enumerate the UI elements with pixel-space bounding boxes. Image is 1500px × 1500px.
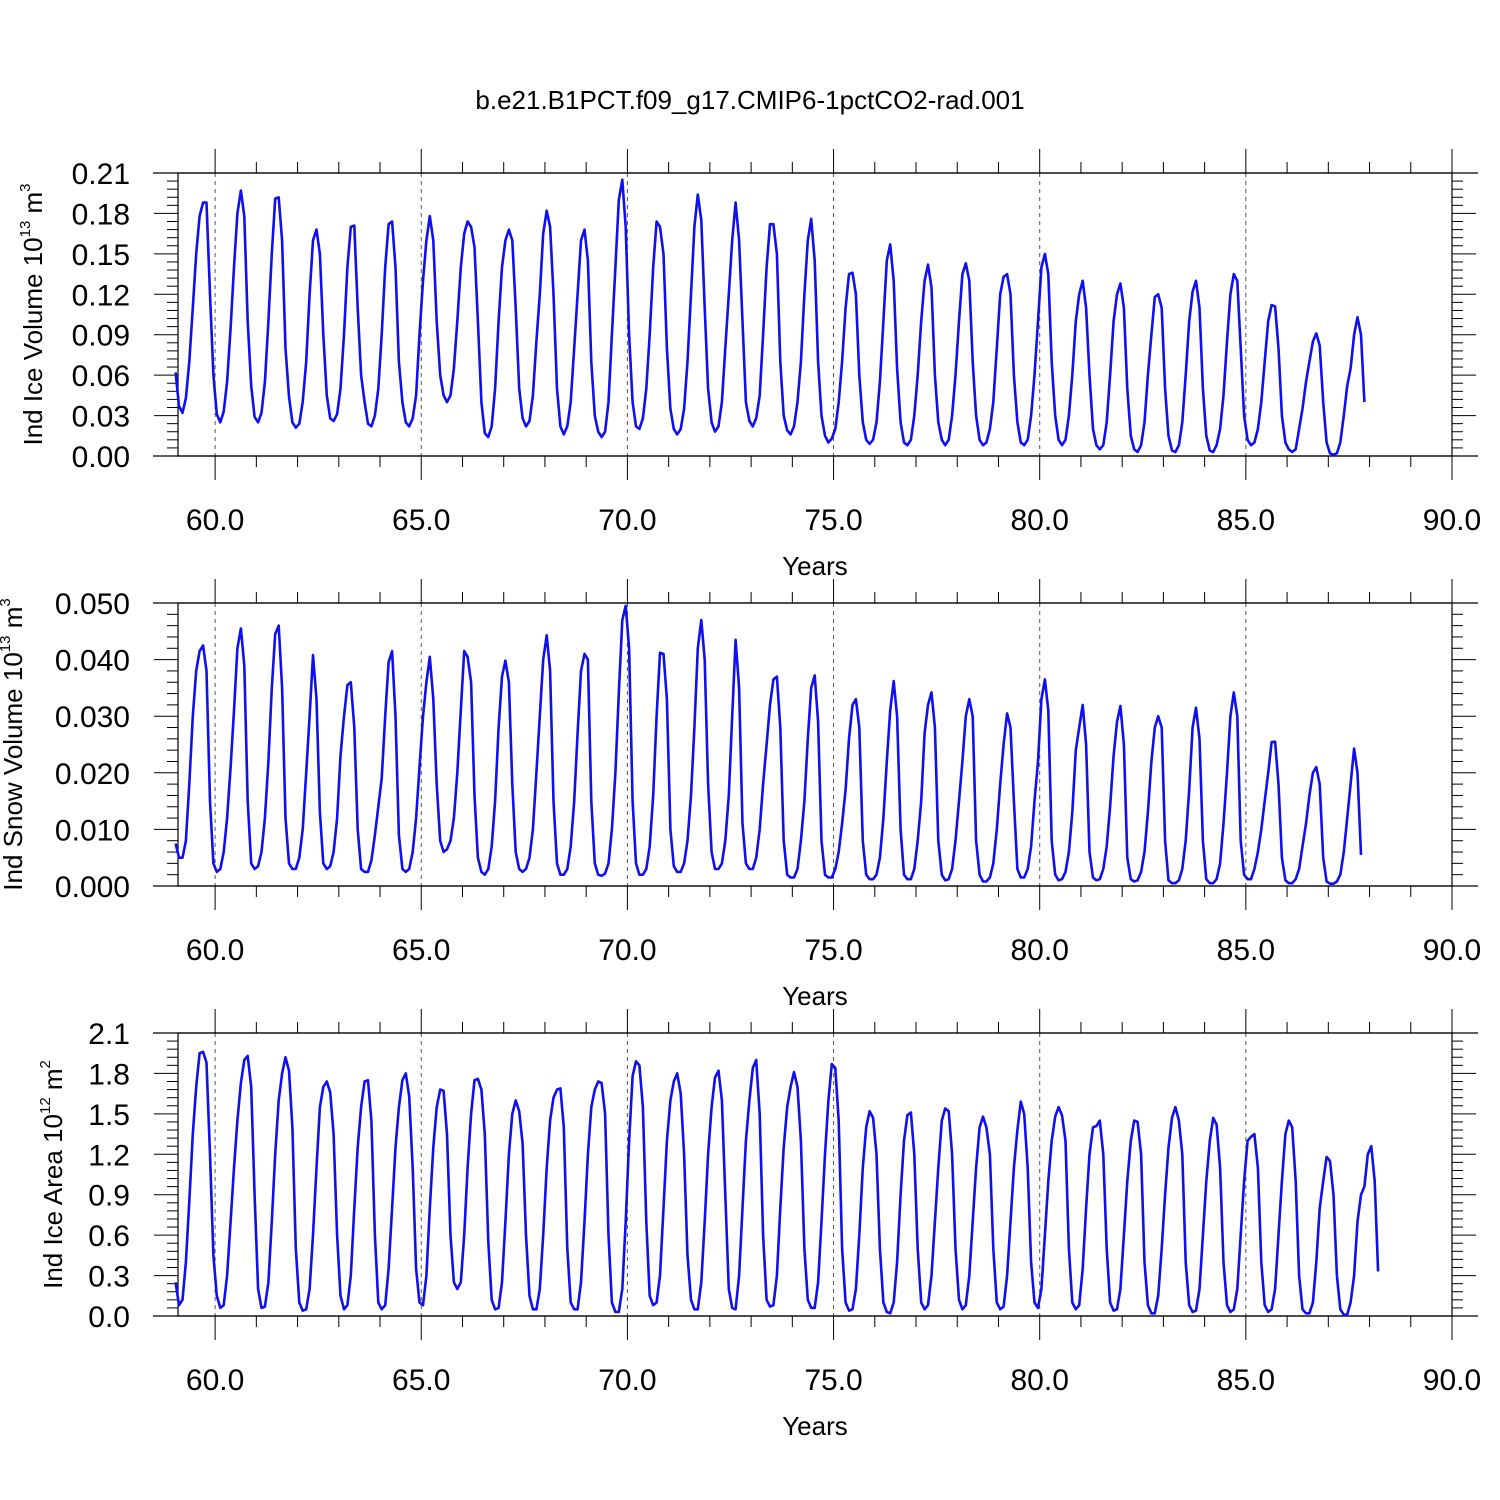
x-tick-label: 65.0	[392, 934, 450, 967]
y-tick-label: 0.00	[72, 441, 130, 474]
series-line	[174, 1050, 1380, 1316]
panel-1: 60.0 65.0 70.0 75.0 80.0 85.0 90.0 0.00 0.03 0.06…	[17, 149, 1481, 581]
y-axis-label-exponent: 13	[0, 636, 14, 653]
x-tick-label: 70.0	[598, 1364, 656, 1397]
y-tick-label: 0.000	[55, 871, 130, 904]
y-tick-label: 0.030	[55, 701, 130, 734]
x-tick-label: 85.0	[1217, 504, 1275, 537]
y-axis-label-exponent: 12	[37, 1097, 54, 1114]
x-tick-label: 60.0	[186, 1364, 244, 1397]
y-axis-label-unit-exponent: 2	[37, 1060, 54, 1068]
y-tick-label: 0.9	[88, 1180, 130, 1213]
y-tick-label: 0.0	[88, 1301, 130, 1334]
y-tick-label: 0.03	[72, 401, 130, 434]
y-tick-label: 1.5	[88, 1099, 130, 1132]
x-tick-label: 60.0	[186, 504, 244, 537]
x-tick-label: 70.0	[598, 504, 656, 537]
x-axis-label: Years	[782, 1411, 848, 1441]
x-tick-label: 90.0	[1423, 1364, 1481, 1397]
x-tick-label: 90.0	[1423, 504, 1481, 537]
x-tick-label: 80.0	[1011, 1364, 1069, 1397]
panel-2: 60.0 65.0 70.0 75.0 80.0 85.0 90.0 0.000 0.010 0.…	[0, 579, 1481, 1011]
y-tick-label: 0.09	[72, 320, 130, 353]
y-tick-label: 0.18	[72, 198, 130, 231]
y-axis-label-unit-exponent: 3	[17, 183, 34, 191]
y-axis-label-text: Ind Ice Volume 10	[18, 237, 48, 445]
x-tick-label: 65.0	[392, 504, 450, 537]
y-axis-label-unit-exponent: 3	[0, 598, 14, 606]
y-axis-label-text: Ind Snow Volume 10	[0, 652, 28, 891]
x-axis-label: Years	[782, 981, 848, 1011]
y-tick-label: 0.3	[88, 1261, 130, 1294]
y-tick-label: 0.020	[55, 758, 130, 791]
y-tick-label: 0.21	[72, 158, 130, 191]
series-line	[174, 178, 1366, 457]
y-axis-label-unit: m	[38, 1068, 68, 1097]
x-tick-label: 85.0	[1217, 934, 1275, 967]
x-tick-label: 75.0	[804, 934, 862, 967]
x-tick-label: 85.0	[1217, 1364, 1275, 1397]
y-tick-label: 0.050	[55, 588, 130, 621]
x-tick-label: 65.0	[392, 1364, 450, 1397]
series-line	[174, 604, 1363, 886]
x-tick-label: 70.0	[598, 934, 656, 967]
y-tick-label: 0.06	[72, 360, 130, 393]
y-axis-label-exponent: 13	[17, 221, 34, 238]
chart-title: b.e21.B1PCT.f09_g17.CMIP6-1pctCO2-rad.00…	[475, 85, 1024, 115]
x-tick-label: 80.0	[1011, 934, 1069, 967]
y-tick-label: 0.6	[88, 1220, 130, 1253]
x-tick-label: 80.0	[1011, 504, 1069, 537]
y-tick-label: 2.1	[88, 1018, 130, 1051]
y-axis-label-unit: m	[18, 192, 48, 221]
y-axis-label-text: Ind Ice Area 10	[38, 1114, 68, 1289]
y-tick-label: 1.2	[88, 1139, 130, 1172]
y-axis-label: Ind Snow Volume 1013 m3	[0, 598, 28, 890]
x-axis-label: Years	[782, 551, 848, 581]
y-axis-label-unit: m	[0, 607, 28, 636]
x-tick-label: 60.0	[186, 934, 244, 967]
x-tick-label: 90.0	[1423, 934, 1481, 967]
panel-3: 60.0 65.0 70.0 75.0 80.0 85.0 90.0 0.0 0.3 0.6 0.9…	[37, 1009, 1481, 1441]
y-tick-label: 0.040	[55, 645, 130, 678]
y-tick-label: 0.010	[55, 814, 130, 847]
x-tick-label: 75.0	[804, 1364, 862, 1397]
y-tick-label: 1.8	[88, 1058, 130, 1091]
panels: 60.0 65.0 70.0 75.0 80.0 85.0 90.00.000.030.06…	[0, 149, 1481, 1441]
x-tick-label: 75.0	[804, 504, 862, 537]
y-axis-label: Ind Ice Volume 1013 m3	[17, 183, 48, 445]
y-tick-label: 0.12	[72, 279, 130, 312]
y-axis-label: Ind Ice Area 1012 m2	[37, 1060, 68, 1289]
y-tick-label: 0.15	[72, 239, 130, 272]
